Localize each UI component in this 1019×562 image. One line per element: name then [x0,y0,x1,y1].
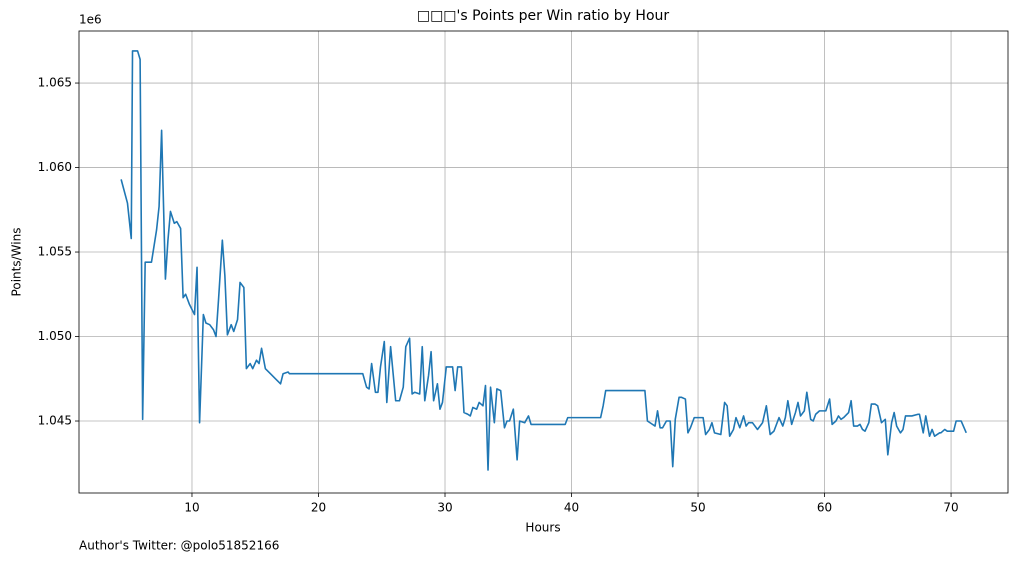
chart-title: □□□'s Points per Win ratio by Hour [417,8,670,24]
y-axis-label: Points/Wins [10,228,24,297]
x-tick-label: 30 [437,501,452,515]
y-offset-label: 1e6 [79,13,102,27]
y-tick-label: 1.060 [38,160,72,174]
y-tick-label: 1.050 [38,329,72,343]
footnote: Author's Twitter: @polo51852166 [79,539,279,553]
x-tick-label: 60 [817,501,832,515]
x-tick-label: 40 [564,501,579,515]
y-tick-label: 1.065 [38,76,72,90]
y-tick-label: 1.045 [38,414,72,428]
x-tick-label: 20 [311,501,326,515]
x-axis-label: Hours [525,521,560,535]
y-tick-label: 1.055 [38,245,72,259]
plot-frame [78,30,1009,494]
x-tick-label: 50 [690,501,705,515]
x-tick-label: 70 [943,501,958,515]
x-tick-label: 10 [184,501,199,515]
data-line [120,50,967,471]
